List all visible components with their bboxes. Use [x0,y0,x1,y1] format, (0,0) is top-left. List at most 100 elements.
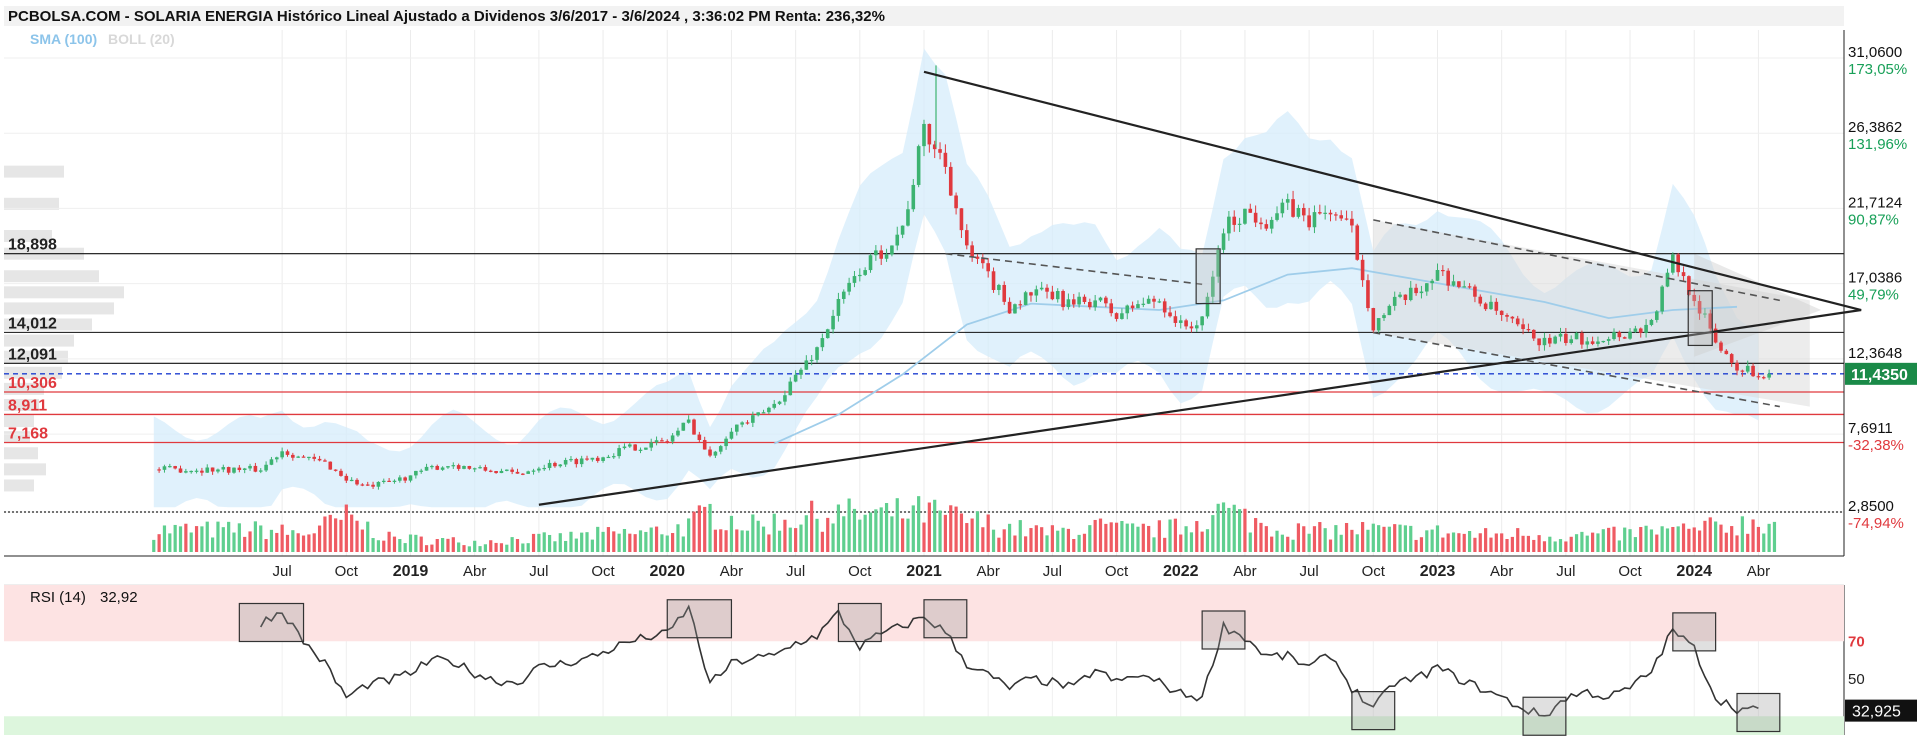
candle-body [563,460,568,465]
candle-body [1740,370,1745,372]
volume-profile-bar [4,197,59,210]
candle-body [1446,270,1450,286]
candle-body [697,434,702,441]
volume-bar [521,543,525,552]
candle-body [1612,332,1616,340]
volume-bar [863,514,867,552]
volume-bar [697,505,701,552]
x-axis-tick-label: Abr [977,563,1000,580]
volume-bar [1109,522,1113,552]
volume-bar [1724,532,1728,552]
candle-body [574,459,579,465]
volume-bar [1088,525,1092,552]
volume-bar [1131,523,1135,552]
candle-body [1216,249,1220,277]
volume-bar [1537,535,1541,552]
candle-body [558,464,563,467]
candle-body [1162,301,1167,313]
volume-bar [243,536,247,552]
candle-body [922,123,926,147]
candle-body [740,422,744,425]
candle-body [1061,291,1065,308]
candle-body [301,456,306,458]
volume-bar [708,503,712,552]
x-axis-tick-label: Jul [529,563,548,580]
volume-bar [328,514,332,552]
price-highlight-box [1687,290,1713,347]
candle-body [1719,342,1723,351]
volume-bar [1478,533,1482,552]
volume-bar [441,538,445,552]
candle-body [1392,296,1397,306]
candle-body [1088,301,1092,308]
volume-bar [275,532,279,552]
volume-bar [499,543,504,552]
volume-bar [810,500,814,552]
candle-body [836,298,841,316]
candle-body [467,465,472,469]
candle-body [483,467,488,471]
volume-bar [398,539,402,552]
volume-bar [1414,539,1418,552]
candle-body [649,442,654,448]
volume-bar [505,544,509,552]
sma-line-group [773,267,1738,445]
x-axis-tick-label: Jul [1300,563,1319,580]
candle-body [1205,296,1210,317]
y-axis-percent-label: 131,96% [1848,136,1907,153]
candle-body [927,123,932,145]
candle-body [232,467,236,473]
level-label: 14,012 [8,315,57,332]
volume-bar [1692,527,1696,552]
volume-bar [1398,524,1402,552]
y-axis-value-label: 31,0600 [1848,44,1902,61]
volume-bar [542,532,546,552]
candle-body [537,468,541,471]
volume-bar [1665,528,1670,552]
volume-bar [1772,521,1777,552]
candle-body [1280,202,1285,214]
candle-body [1339,215,1344,219]
volume-bar [927,502,931,552]
volume-profile-bar [4,398,39,411]
volume-bar [1676,526,1680,552]
volume-bar [424,545,429,552]
volume-bar [1548,536,1552,552]
candle-body [1152,298,1156,302]
volume-bar [1756,526,1761,552]
candle-body [1398,294,1402,297]
candle-body [1125,305,1130,314]
volume-bar [1120,521,1124,552]
candle-body [1264,224,1269,229]
volume-bar [1564,541,1568,552]
volume-bar [1500,533,1504,552]
volume-bar [1237,509,1242,552]
candle-body [1467,286,1472,288]
volume-bar [1179,534,1183,552]
trendline-dashed [1373,219,1780,302]
volume-bar [938,510,942,552]
volume-bar [1553,541,1557,552]
candle-body [269,459,274,465]
volume-bar [1601,529,1605,552]
volume-bar [1200,531,1204,552]
candle-body [601,457,605,461]
candle-body [1521,324,1525,330]
volume-bar [799,524,803,552]
volume-bar [895,498,899,552]
volume-bar [622,528,627,552]
candle-body [884,254,889,259]
candle-body [1617,332,1622,338]
candle-body [831,315,835,330]
trendlines [538,70,1862,506]
candle-body [692,419,696,435]
x-axis-tick-label: 2020 [649,563,685,580]
candle-body [285,451,290,455]
candle-body [665,441,670,443]
candle-body [307,456,311,459]
candle-body [253,465,258,472]
y-axis-value-label: 12,3648 [1848,345,1902,362]
x-axis-tick-label: 2019 [393,563,429,580]
candle-body [1071,299,1076,305]
candle-body [1291,199,1295,217]
